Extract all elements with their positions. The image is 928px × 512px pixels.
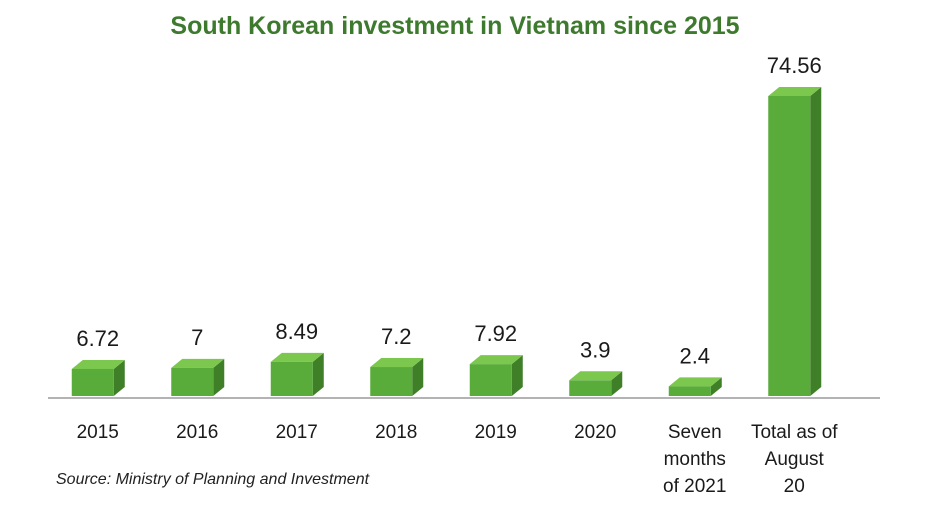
- bar-top: [171, 358, 225, 368]
- data-label: 7: [191, 325, 203, 350]
- data-label: 2.4: [679, 343, 710, 368]
- category-label: 2017: [276, 422, 318, 443]
- chart-title: South Korean investment in Vietnam since…: [170, 12, 739, 40]
- category-label: 2016: [176, 422, 218, 443]
- bar-front: [469, 364, 512, 396]
- bar-top: [370, 358, 424, 368]
- bar: [569, 371, 623, 396]
- bar-side: [710, 377, 722, 396]
- data-label: 8.49: [275, 319, 318, 344]
- bar-side: [213, 358, 225, 396]
- bars-group: [71, 87, 822, 396]
- bar: [270, 352, 324, 396]
- category-label: Seven months of 2021: [663, 422, 726, 497]
- bar-top: [569, 371, 623, 381]
- bar-side: [412, 358, 424, 396]
- bar-side: [312, 352, 324, 396]
- category-label: 2015: [77, 422, 119, 443]
- bar-front: [569, 380, 612, 396]
- bar: [469, 355, 523, 396]
- bar-top: [668, 377, 722, 387]
- data-label: 7.2: [381, 324, 412, 349]
- value-labels-group: 6.72 7 8.49 7.2 7.92 3.9 2.4 74.56: [76, 53, 821, 368]
- bar: [370, 358, 424, 396]
- data-label: 3.9: [580, 337, 611, 362]
- data-label: 7.92: [474, 321, 517, 346]
- bar-top: [469, 355, 523, 365]
- category-label: 2019: [475, 422, 517, 443]
- bar-front: [668, 386, 711, 396]
- bar-front: [768, 96, 811, 396]
- bar-front: [270, 361, 313, 396]
- bar: [668, 377, 722, 396]
- bar-top: [71, 359, 125, 369]
- source-note: Source: Ministry of Planning and Investm…: [56, 471, 370, 488]
- bar-front: [171, 367, 214, 396]
- bar-side: [611, 371, 623, 396]
- category-labels-group: 2015 2016 2017 2018 2019 2020 Seven months of 20…: [77, 422, 839, 497]
- category-label: Total as of August 20: [751, 422, 838, 497]
- bar: [71, 359, 125, 396]
- bar-side: [511, 355, 523, 396]
- bar-front: [71, 368, 114, 396]
- category-label: 2020: [574, 422, 616, 443]
- category-label: 2018: [375, 422, 417, 443]
- bar-side: [810, 87, 822, 396]
- bar-top: [270, 352, 324, 362]
- bar-side: [113, 359, 125, 396]
- bar-front: [370, 367, 413, 396]
- bar: [171, 358, 225, 396]
- data-label: 74.56: [767, 53, 822, 78]
- bar: [768, 87, 822, 396]
- data-label: 6.72: [76, 326, 119, 351]
- bar-top: [768, 87, 822, 96]
